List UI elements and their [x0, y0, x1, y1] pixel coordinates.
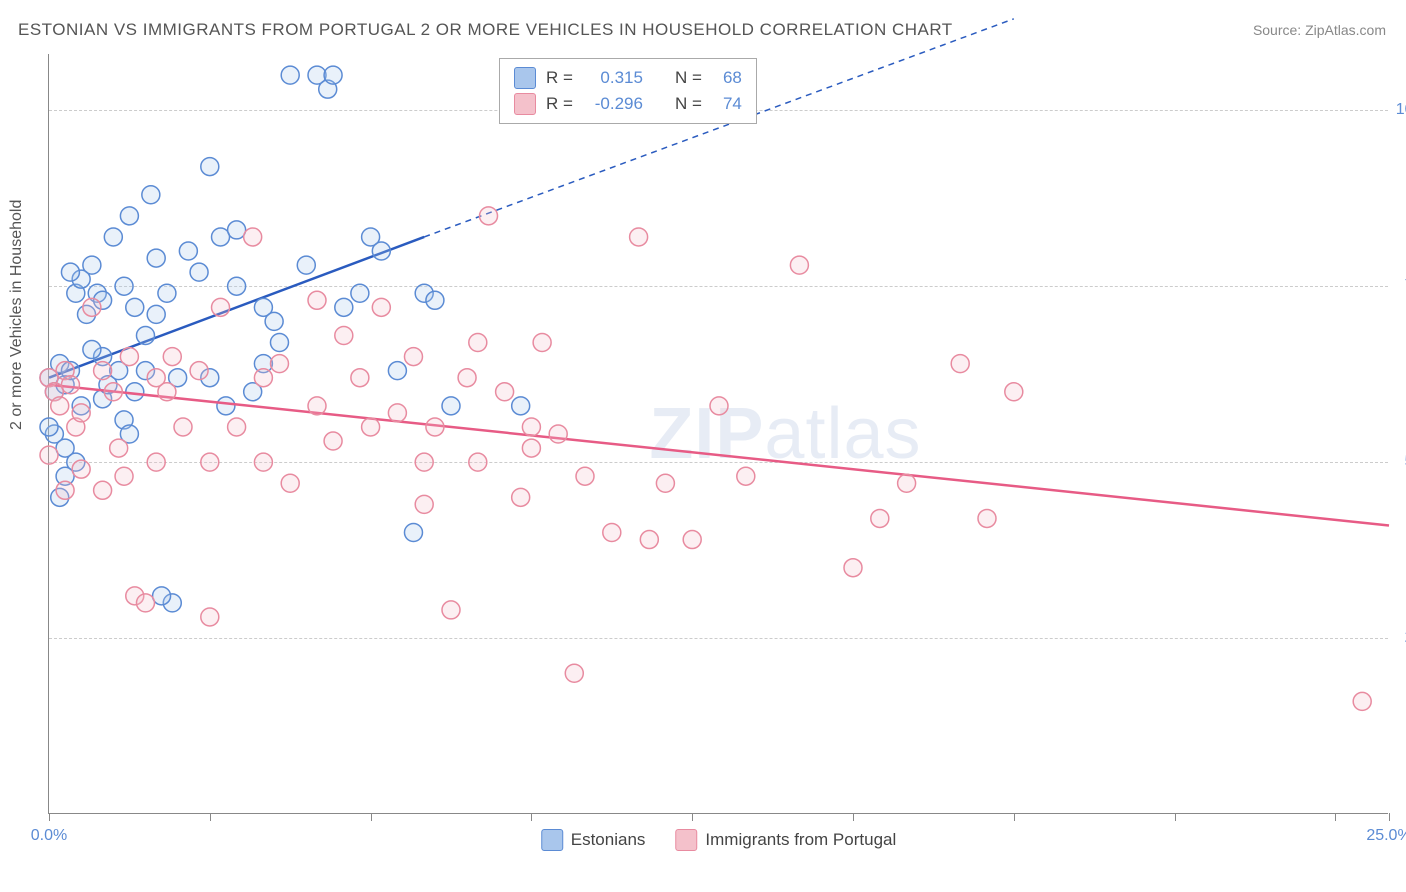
n-value: 68 [712, 68, 742, 88]
n-value: 74 [712, 94, 742, 114]
r-value: -0.296 [583, 94, 643, 114]
legend-item-portugal: Immigrants from Portugal [675, 829, 896, 851]
legend-item-estonians: Estonians [541, 829, 646, 851]
stat-row-portugal: R = -0.296 N = 74 [514, 91, 742, 117]
swatch-icon [541, 829, 563, 851]
stat-row-estonians: R = 0.315 N = 68 [514, 65, 742, 91]
r-label: R = [546, 94, 573, 114]
source-label: Source: ZipAtlas.com [1253, 22, 1386, 38]
swatch-icon [514, 67, 536, 89]
stat-box: R = 0.315 N = 68 R = -0.296 N = 74 [499, 58, 757, 124]
r-value: 0.315 [583, 68, 643, 88]
r-label: R = [546, 68, 573, 88]
legend: Estonians Immigrants from Portugal [541, 829, 897, 851]
n-label: N = [675, 68, 702, 88]
legend-label: Immigrants from Portugal [705, 830, 896, 850]
title-bar: ESTONIAN VS IMMIGRANTS FROM PORTUGAL 2 O… [18, 20, 1386, 40]
chart-title: ESTONIAN VS IMMIGRANTS FROM PORTUGAL 2 O… [18, 20, 953, 40]
y-axis-label: 2 or more Vehicles in Household [8, 200, 26, 430]
n-label: N = [675, 94, 702, 114]
swatch-icon [675, 829, 697, 851]
chart-area: ZIPatlas 25.0%50.0%75.0%100.0% R = 0.315… [48, 54, 1388, 814]
legend-label: Estonians [571, 830, 646, 850]
scatter-plot [49, 54, 1388, 813]
swatch-icon [514, 93, 536, 115]
